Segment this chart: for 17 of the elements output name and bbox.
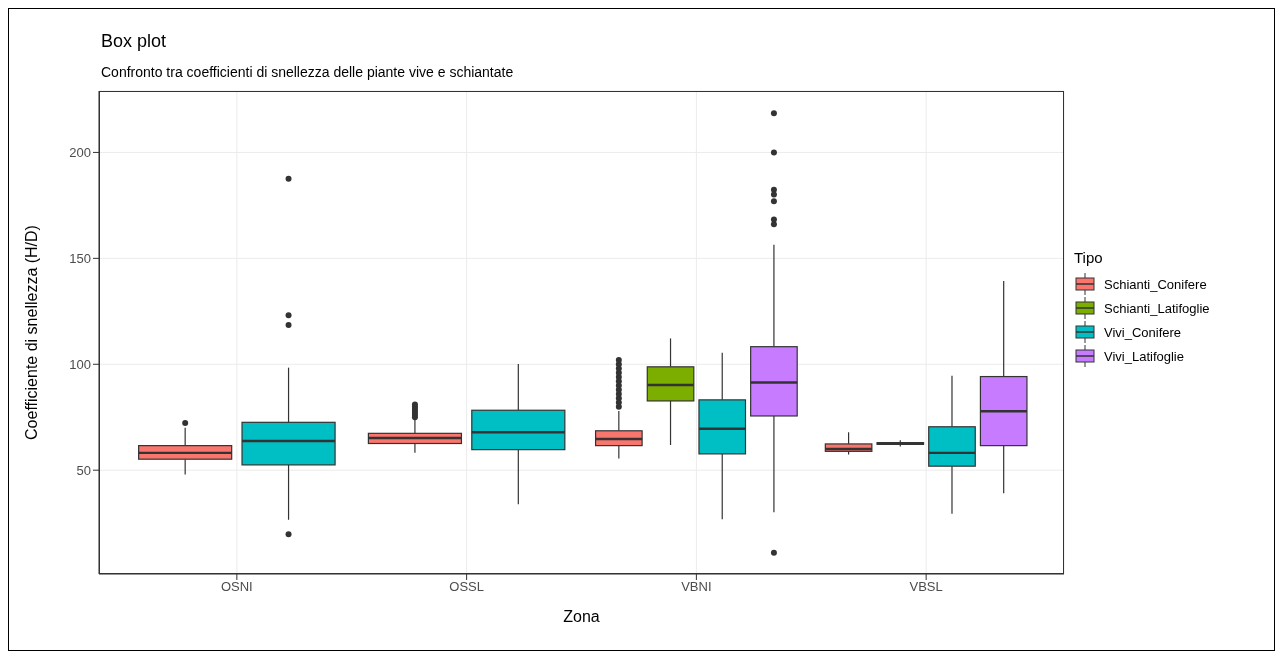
- x-tick-label: OSNI: [220, 579, 253, 595]
- legend-label: Schianti_Latifoglie: [1104, 300, 1210, 316]
- y-tick-label: 50: [76, 462, 91, 478]
- x-tick-label: OSSL: [449, 579, 484, 595]
- x-tick-label: VBNI: [681, 579, 712, 595]
- chart-title: Box plot: [101, 31, 167, 52]
- x-tick-label: VBSL: [909, 579, 943, 595]
- chart-subtitle: Confronto tra coefficienti di snellezza delle piante vive e schiantate: [101, 64, 514, 80]
- legend-label: Vivi_Latifoglie: [1104, 348, 1184, 364]
- y-tick-label: 200: [69, 145, 91, 161]
- legend-title: Tipo: [1074, 249, 1104, 266]
- y-tick-label: 100: [69, 356, 91, 372]
- legend-label: Vivi_Conifere: [1104, 324, 1182, 340]
- x-axis-title: Zona: [563, 608, 600, 625]
- legend-label: Schianti_Conifere: [1104, 276, 1207, 292]
- y-tick-label: 150: [69, 250, 91, 266]
- y-axis-title: Coefficiente di snellezza (H/D): [22, 225, 40, 440]
